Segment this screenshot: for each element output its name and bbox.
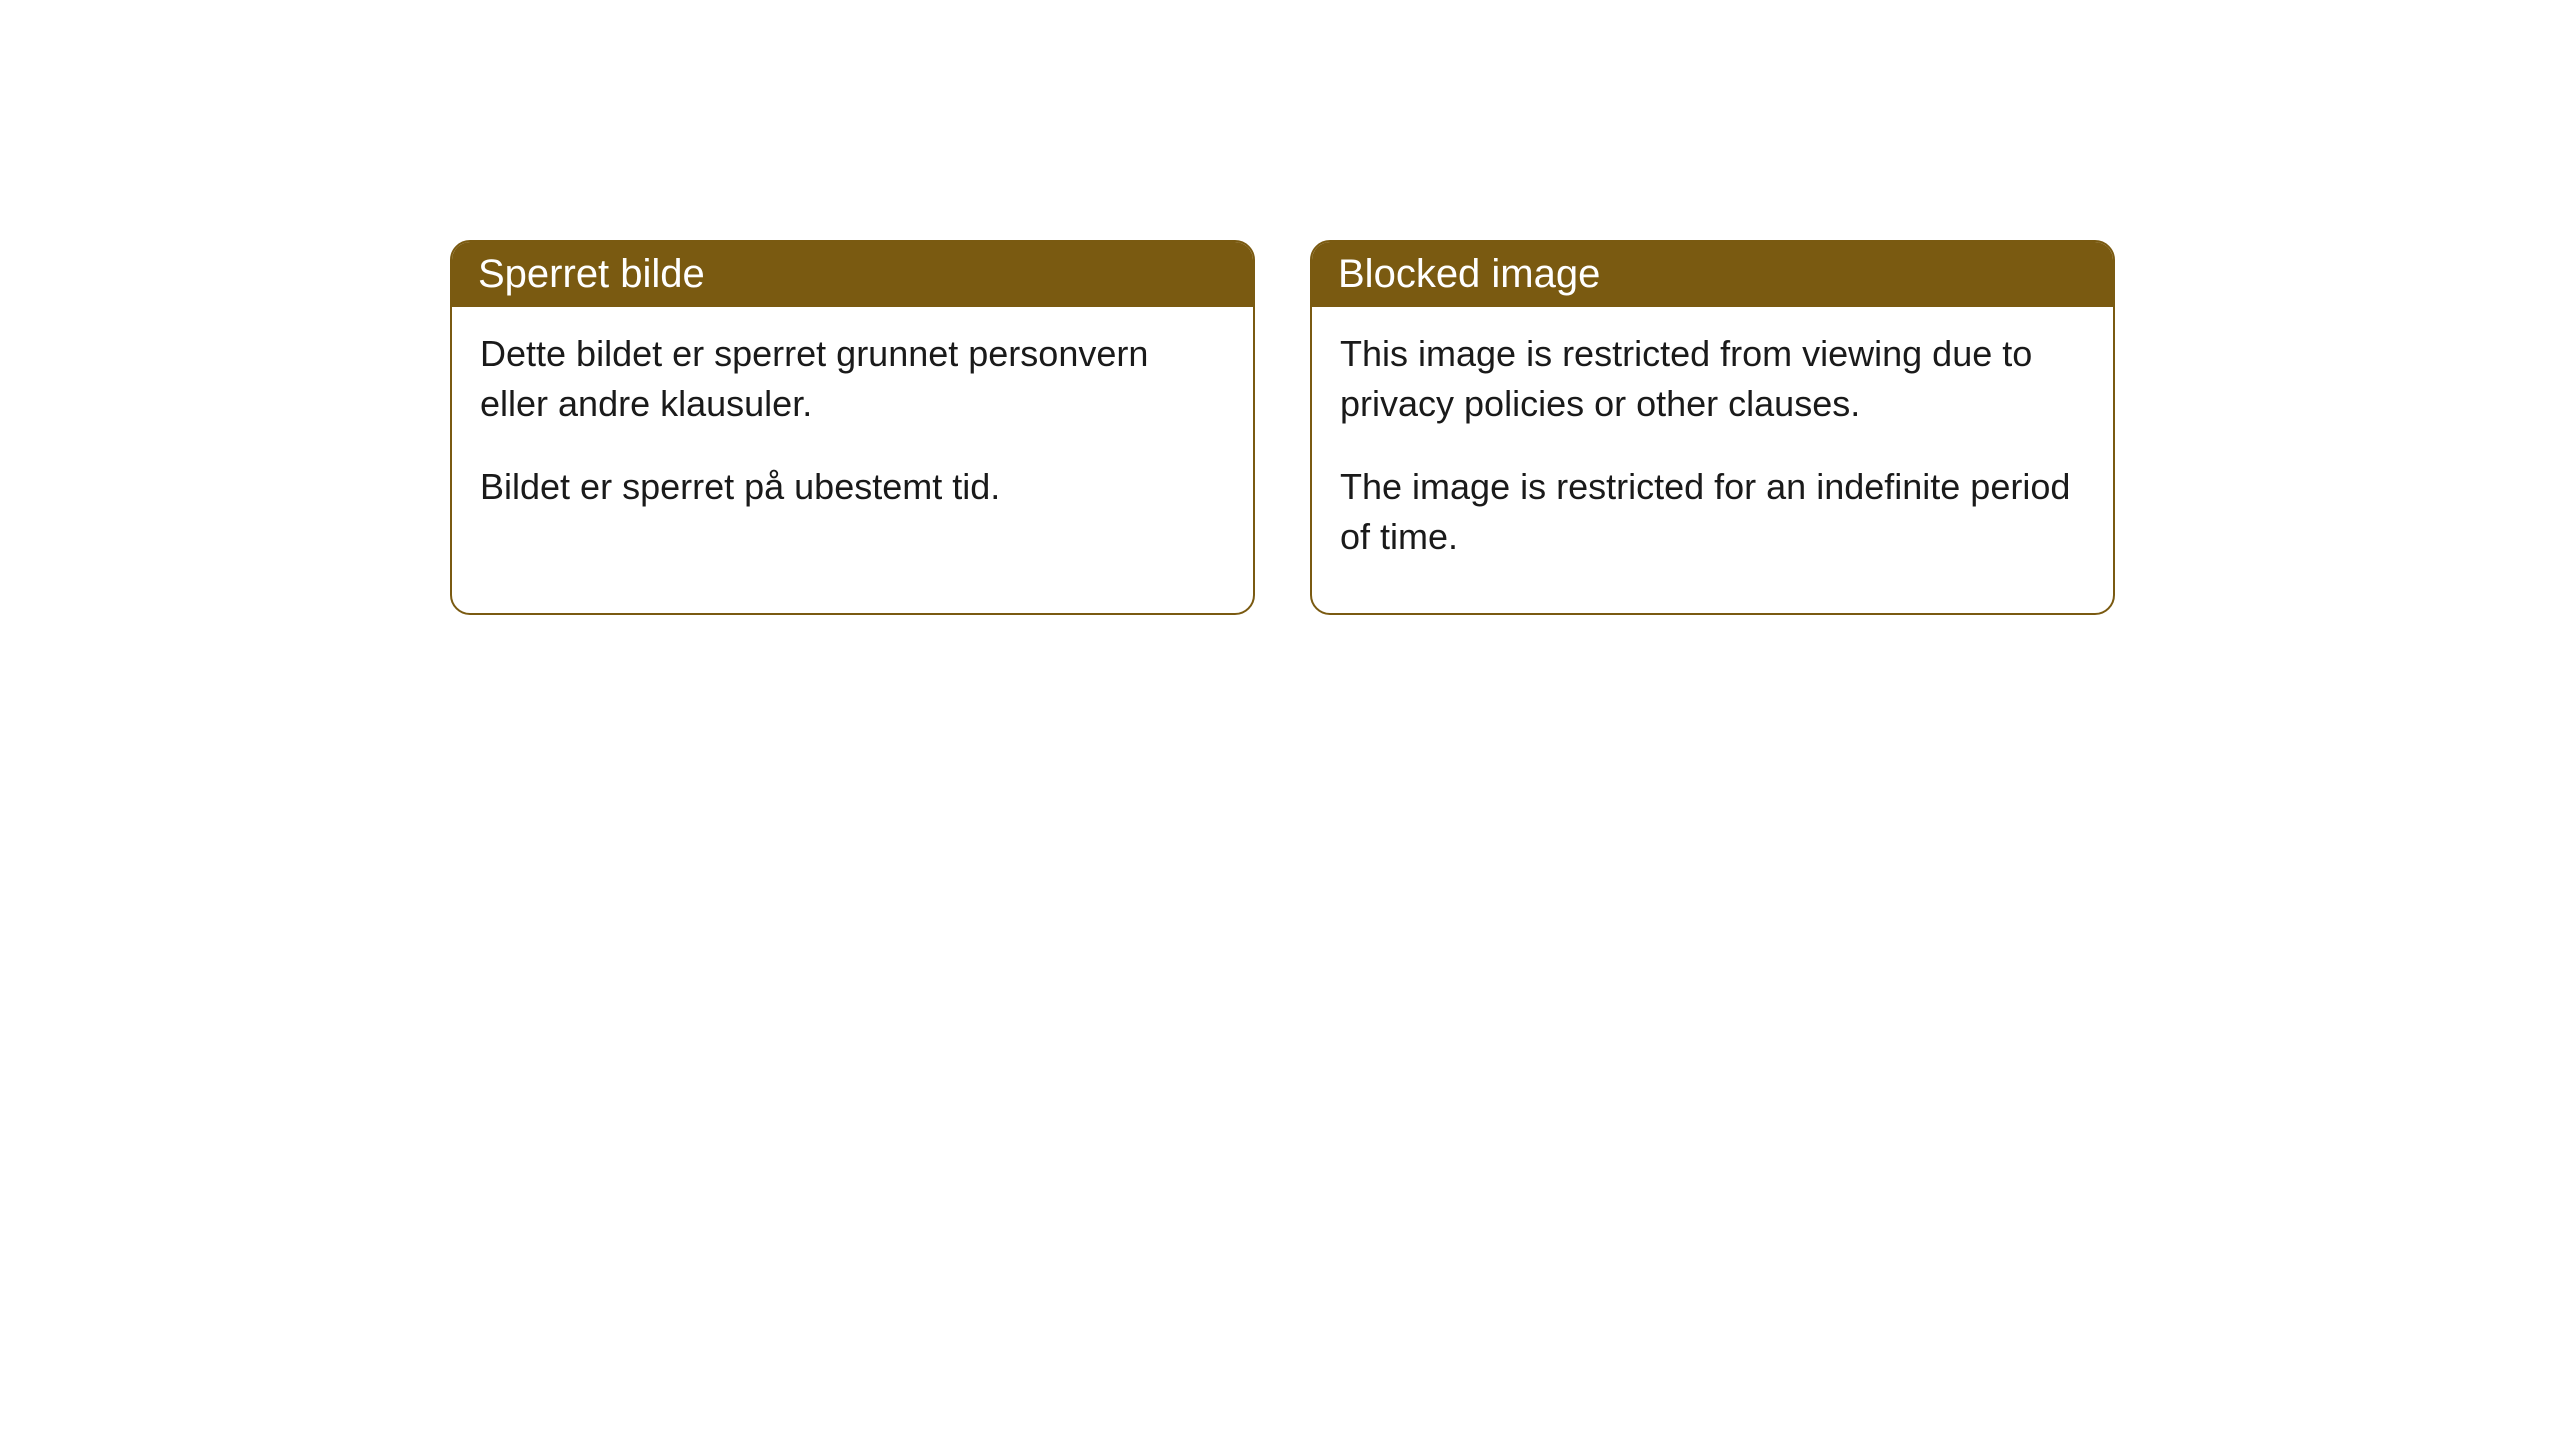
card-header-norwegian: Sperret bilde [452, 242, 1253, 307]
card-paragraph2-english: The image is restricted for an indefinit… [1340, 462, 2085, 563]
card-paragraph1-norwegian: Dette bildet er sperret grunnet personve… [480, 329, 1225, 430]
cards-container: Sperret bilde Dette bildet er sperret gr… [0, 0, 2560, 615]
card-title-norwegian: Sperret bilde [478, 252, 705, 296]
card-body-english: This image is restricted from viewing du… [1312, 307, 2113, 613]
card-body-norwegian: Dette bildet er sperret grunnet personve… [452, 307, 1253, 562]
card-paragraph1-english: This image is restricted from viewing du… [1340, 329, 2085, 430]
card-header-english: Blocked image [1312, 242, 2113, 307]
card-english: Blocked image This image is restricted f… [1310, 240, 2115, 615]
card-paragraph2-norwegian: Bildet er sperret på ubestemt tid. [480, 462, 1225, 512]
card-title-english: Blocked image [1338, 252, 1600, 296]
card-norwegian: Sperret bilde Dette bildet er sperret gr… [450, 240, 1255, 615]
